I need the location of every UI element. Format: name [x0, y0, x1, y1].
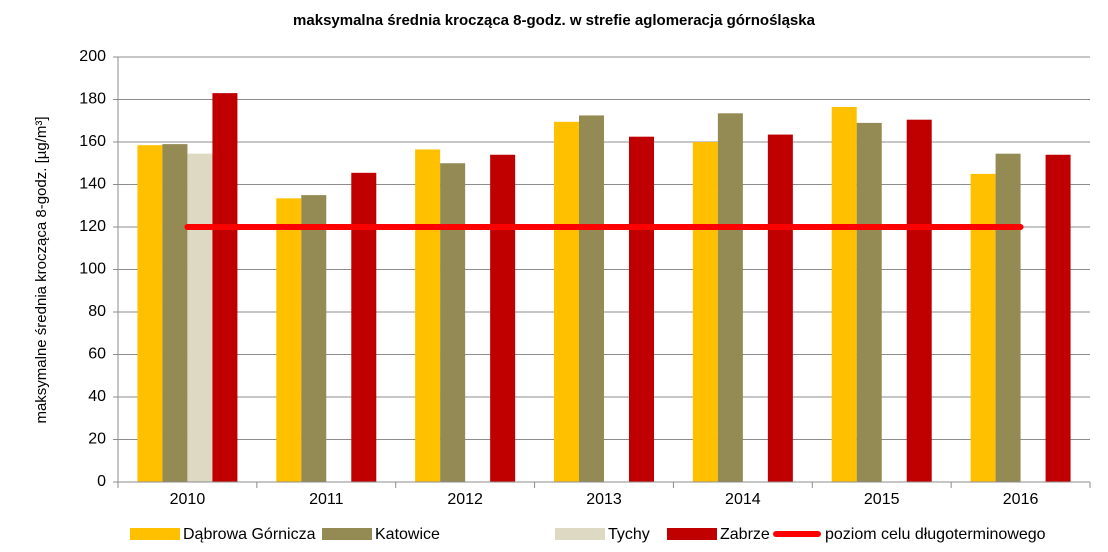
- legend-label: Katowice: [375, 526, 440, 543]
- y-tick-label: 200: [79, 48, 106, 65]
- x-tick-label: 2011: [309, 491, 344, 508]
- bar: [276, 198, 302, 482]
- bar: [856, 122, 882, 482]
- bar: [554, 121, 579, 482]
- bar: [187, 153, 213, 482]
- y-tick-label: 120: [79, 218, 106, 235]
- y-tick-label: 20: [88, 431, 106, 448]
- bar: [440, 163, 466, 482]
- y-tick-label: 60: [88, 346, 106, 363]
- bar: [831, 106, 857, 482]
- legend-label: Tychy: [608, 526, 650, 543]
- legend-label: poziom celu długoterminowego: [825, 526, 1046, 543]
- y-tick-label: 140: [79, 176, 106, 193]
- x-tick-label: 2012: [447, 491, 483, 508]
- bar: [212, 93, 238, 482]
- x-tick-label: 2016: [1003, 491, 1039, 508]
- legend-swatch: [322, 528, 372, 540]
- bar: [767, 134, 793, 482]
- bar: [692, 142, 718, 482]
- bar: [137, 145, 163, 482]
- bar: [301, 195, 327, 482]
- bar: [1045, 154, 1071, 482]
- bar: [629, 136, 654, 482]
- x-tick-label: 2013: [586, 491, 622, 508]
- legend-label: Dąbrowa Górnicza: [183, 526, 316, 543]
- y-tick-label: 0: [97, 473, 106, 490]
- legend-swatch: [130, 528, 180, 540]
- chart-title: maksymalna średnia krocząca 8-godz. w st…: [293, 12, 816, 29]
- y-tick-label: 160: [79, 133, 106, 150]
- legend-swatch: [667, 528, 717, 540]
- bar: [490, 154, 516, 482]
- x-tick-label: 2014: [725, 491, 761, 508]
- legend-swatch: [555, 528, 605, 540]
- y-axis-label: maksymalne średnia krocząca 8-godz. [µg/…: [33, 116, 50, 423]
- y-tick-label: 180: [79, 91, 106, 108]
- bar: [579, 115, 604, 482]
- legend-label: Zabrze: [720, 526, 770, 543]
- bar: [415, 149, 441, 482]
- bar: [162, 144, 188, 482]
- bar: [351, 172, 377, 482]
- bar: [995, 153, 1021, 482]
- bar: [906, 119, 932, 482]
- bar: [717, 113, 743, 482]
- x-tick-label: 2015: [864, 491, 900, 508]
- y-tick-label: 80: [88, 303, 106, 320]
- x-tick-label: 2010: [170, 491, 206, 508]
- bar: [970, 173, 996, 482]
- y-tick-label: 40: [88, 388, 106, 405]
- y-tick-label: 100: [79, 261, 106, 278]
